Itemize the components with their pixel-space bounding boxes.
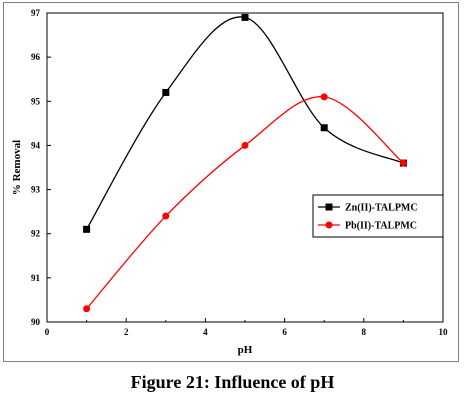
- y-tick-label: 93: [31, 185, 41, 195]
- data-point-circle: [399, 159, 407, 167]
- y-tick-label: 96: [31, 52, 41, 62]
- x-tick-label: 8: [362, 327, 367, 337]
- legend-label: Zn(II)-TALPMC: [345, 203, 418, 214]
- y-tick-label: 92: [31, 229, 41, 239]
- chart-series: [83, 13, 407, 313]
- chart-legend: Zn(II)-TALPMC Pb(II)-TALPMC: [312, 194, 444, 238]
- x-tick-label: 2: [124, 327, 129, 337]
- y-tick-label: 97: [31, 8, 41, 18]
- data-point-circle: [83, 305, 91, 313]
- y-tick-label: 95: [31, 96, 41, 106]
- x-tick-label: 10: [439, 327, 449, 337]
- data-point-circle: [320, 93, 328, 101]
- legend-label: Pb(II)-TALPMC: [345, 221, 417, 232]
- data-point-square: [162, 88, 170, 96]
- chart-axes: 0 2 4 6 8 10 90 91 92 93 94 95 96 97: [31, 8, 448, 337]
- y-tick-label: 94: [31, 140, 41, 150]
- data-point-circle: [241, 141, 249, 149]
- x-axis-label: pH: [238, 344, 253, 356]
- data-point-square: [320, 124, 328, 132]
- legend-box: [312, 194, 444, 238]
- figure-caption: Figure 21: Influence of pH: [130, 372, 335, 392]
- plot-border: [46, 12, 444, 323]
- x-tick-label: 6: [282, 327, 287, 337]
- y-tick-label: 90: [31, 317, 41, 327]
- x-tick-label: 0: [45, 327, 50, 337]
- figure-frame: [3, 2, 459, 362]
- data-point-circle: [162, 212, 170, 220]
- data-point-square: [83, 225, 91, 233]
- legend-marker-circle: [325, 221, 333, 229]
- x-tick-label: 4: [203, 327, 208, 337]
- data-point-square: [241, 13, 249, 21]
- y-tick-label: 91: [31, 273, 41, 283]
- y-axis-label: % Removal: [11, 140, 23, 195]
- chart: 0 2 4 6 8 10 90 91 92 93 94 95 96 97 Zn(II)-TALPMC Pb(…: [11, 8, 448, 356]
- legend-marker-square: [325, 203, 333, 211]
